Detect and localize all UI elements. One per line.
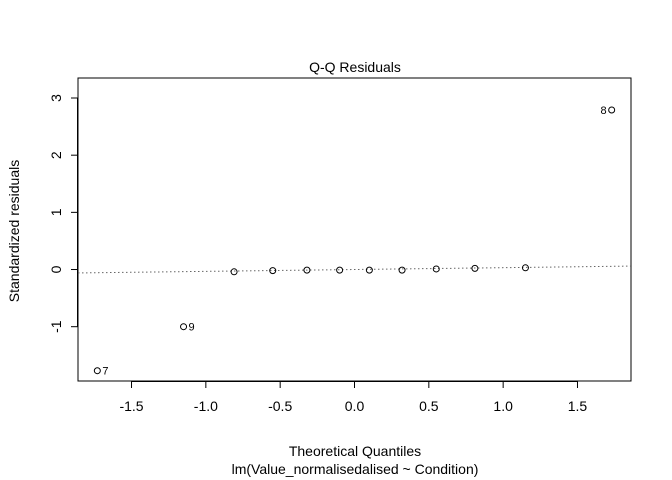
x-axis-title: Theoretical Quantiles (289, 443, 421, 459)
data-point (303, 266, 311, 274)
y-tick-label: -1 (48, 320, 64, 333)
x-tick-label: 0.0 (345, 398, 365, 414)
x-tick-label: -1.0 (194, 398, 218, 414)
data-point (608, 106, 616, 114)
x-tick-label: -1.5 (119, 398, 143, 414)
x-tick-label: 1.0 (493, 398, 513, 414)
data-point (471, 264, 479, 272)
x-tick-label: -0.5 (268, 398, 292, 414)
chart-subtitle: lm(Value_normalisedalised ~ Condition) (232, 461, 479, 477)
y-tick-label: 1 (48, 208, 64, 216)
y-tick-label: 3 (48, 94, 64, 102)
point-label: 9 (189, 322, 195, 334)
y-tick-label: 0 (48, 265, 64, 273)
data-point (365, 266, 373, 274)
point-label: 8 (601, 105, 607, 117)
x-tick-label: 1.5 (568, 398, 588, 414)
data-point (269, 267, 277, 275)
point-label: 7 (102, 366, 108, 378)
plot-frame (77, 77, 632, 382)
y-tick-label: 2 (48, 151, 64, 159)
chart-title: Q-Q Residuals (309, 59, 401, 75)
data-point (432, 265, 440, 273)
x-tick-label: 0.5 (419, 398, 439, 414)
data-point (230, 268, 238, 276)
data-point (521, 264, 529, 272)
qq-reference-line (77, 265, 632, 274)
data-point (398, 266, 406, 274)
data-point (93, 367, 101, 375)
data-point (336, 266, 344, 274)
y-axis-title: Standardized residuals (6, 160, 22, 302)
data-point (180, 323, 188, 331)
